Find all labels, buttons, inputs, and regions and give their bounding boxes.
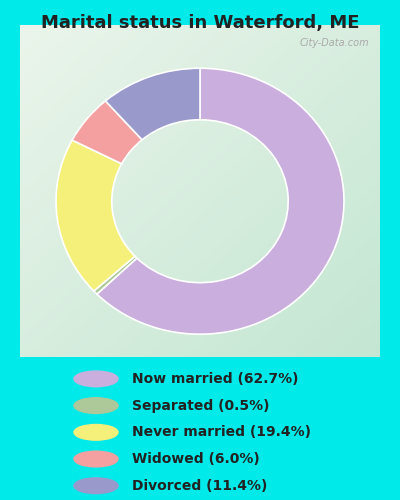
Text: Now married (62.7%): Now married (62.7%) — [132, 372, 298, 386]
Wedge shape — [97, 68, 344, 334]
Circle shape — [74, 398, 118, 413]
Circle shape — [74, 371, 118, 386]
Wedge shape — [106, 68, 200, 140]
Text: Separated (0.5%): Separated (0.5%) — [132, 398, 270, 412]
Text: Widowed (6.0%): Widowed (6.0%) — [132, 452, 260, 466]
Wedge shape — [56, 140, 135, 291]
Circle shape — [74, 451, 118, 467]
Text: Marital status in Waterford, ME: Marital status in Waterford, ME — [41, 14, 359, 32]
Wedge shape — [94, 256, 137, 294]
Circle shape — [74, 424, 118, 440]
Text: Never married (19.4%): Never married (19.4%) — [132, 426, 311, 440]
Wedge shape — [72, 101, 142, 164]
Text: Divorced (11.4%): Divorced (11.4%) — [132, 479, 267, 493]
Text: City-Data.com: City-Data.com — [300, 38, 369, 48]
Circle shape — [74, 478, 118, 494]
